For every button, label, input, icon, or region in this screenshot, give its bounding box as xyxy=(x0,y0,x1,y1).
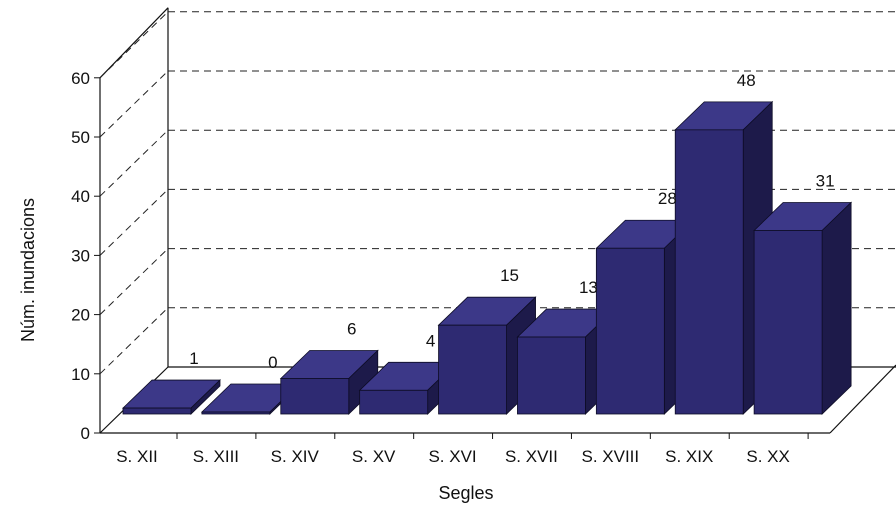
x-tick-label: S. XVI xyxy=(428,447,476,466)
x-tick-label: S. XVII xyxy=(505,447,558,466)
x-tick-label: S. XIII xyxy=(193,447,239,466)
y-tick-label: 60 xyxy=(71,69,90,88)
bar-front xyxy=(753,230,823,415)
data-label: 4 xyxy=(426,331,435,350)
bar xyxy=(122,379,221,415)
x-axis-label: Segles xyxy=(438,483,493,503)
bar xyxy=(516,308,616,415)
bar-front xyxy=(438,324,507,415)
bar-front xyxy=(674,129,744,415)
bar-front xyxy=(280,378,350,415)
bars xyxy=(122,100,853,415)
gridline-side xyxy=(99,70,169,138)
y-tick-label: 30 xyxy=(71,246,90,265)
bar-front xyxy=(359,389,429,415)
y-tick-label: 40 xyxy=(71,187,90,206)
gridline-side xyxy=(99,189,169,256)
data-label: 15 xyxy=(500,266,519,285)
bar-front xyxy=(201,411,271,415)
x-tick-label: S. XII xyxy=(116,447,158,466)
bar xyxy=(279,349,379,415)
bar-front xyxy=(517,336,586,415)
gridline-side xyxy=(99,11,169,79)
x-tick-label: S. XX xyxy=(746,447,789,466)
bar xyxy=(358,361,458,415)
gridline-side xyxy=(99,129,169,197)
bar xyxy=(753,201,853,415)
x-tick-label: S. XVIII xyxy=(582,447,640,466)
y-tick-label: 50 xyxy=(71,128,90,147)
bar-side xyxy=(821,201,852,415)
data-label: 31 xyxy=(816,171,835,190)
x-tick-label: S. XIX xyxy=(665,447,713,466)
data-label: 1 xyxy=(189,349,198,368)
data-labels: 1 0 6 4 15 13 28 48 31 xyxy=(189,71,834,372)
data-label: 28 xyxy=(658,189,677,208)
floor-right-edge xyxy=(829,364,896,434)
y-tick-label: 20 xyxy=(71,306,90,325)
data-label: 6 xyxy=(347,319,356,338)
data-label: 0 xyxy=(268,353,277,372)
y-axis-ticks: 0 10 20 30 40 50 60 xyxy=(71,69,100,443)
bar-front xyxy=(595,247,665,415)
data-label: 48 xyxy=(737,71,756,90)
y-axis-label: Núm. inundacions xyxy=(18,198,38,342)
x-tick-label: S. XV xyxy=(352,447,396,466)
bar-front xyxy=(122,407,192,415)
gridline-side xyxy=(99,248,169,315)
gridline-side xyxy=(99,307,169,375)
data-label: 13 xyxy=(579,278,598,297)
x-axis-categories: S. XII S. XIII S. XIV S. XV S. XVI S. XVII S. … xyxy=(116,433,809,466)
y-tick-label: 0 xyxy=(81,424,90,443)
x-tick-label: S. XIV xyxy=(271,447,320,466)
y-tick-label: 10 xyxy=(71,365,90,384)
